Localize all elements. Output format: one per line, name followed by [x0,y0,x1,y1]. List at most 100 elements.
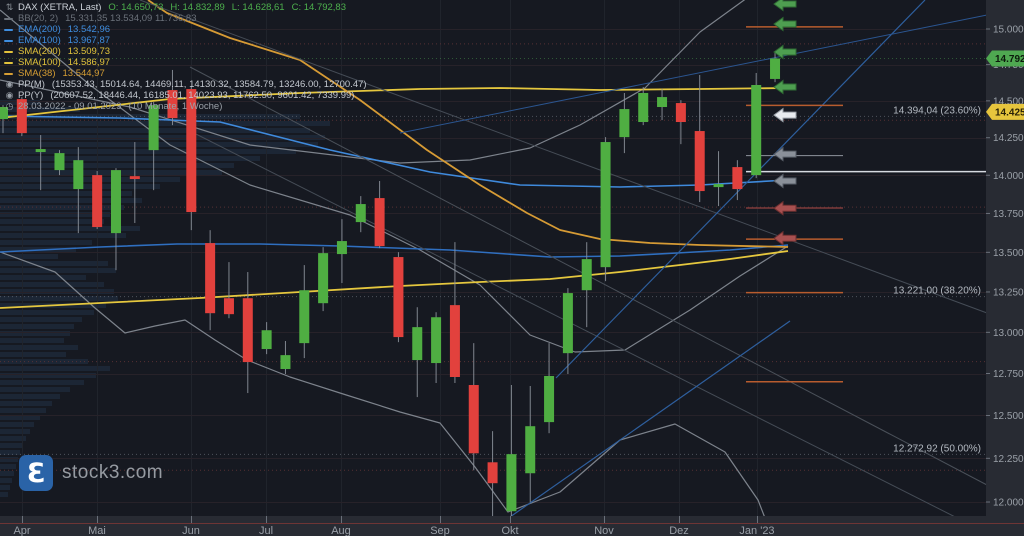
candle[interactable] [487,462,498,484]
price-alert-arrow[interactable] [773,200,797,216]
candle[interactable] [355,204,366,223]
legend-row-sma-38-[interactable]: SMA(38) 13.544,97 [4,68,374,79]
candle[interactable] [280,355,291,370]
candle[interactable] [186,89,197,213]
sma38-line[interactable] [147,0,789,248]
candle[interactable] [318,253,329,304]
candle[interactable] [713,184,724,188]
price-alert-arrow[interactable] [773,16,797,32]
volume-profile-bar [0,219,104,224]
ema200-line[interactable] [0,243,789,258]
candle[interactable] [468,385,479,454]
candle[interactable] [54,153,65,171]
candle[interactable] [393,257,404,338]
price-alert-arrow[interactable] [773,230,797,246]
candle[interactable] [770,58,781,79]
indicator-values: 13.509,73 [67,46,111,57]
indicator-values: 13.967,87 [67,35,111,46]
candle[interactable] [148,105,159,151]
price-alert-arrow[interactable] [773,44,797,60]
candle[interactable] [449,305,460,378]
candle[interactable] [336,241,347,255]
volume-profile-bar [0,478,12,483]
candle[interactable] [732,167,743,190]
candle[interactable] [525,426,536,474]
candle[interactable] [638,92,649,123]
legend-row-28-03-2022-09-01-2023[interactable]: ◷ 28.03.2022 - 09.01.2023 (10 Monate, 1 Wo… [4,101,374,112]
volume-profile-bar [0,198,142,203]
candle[interactable] [619,109,630,138]
candle[interactable] [205,243,216,314]
candle[interactable] [92,175,103,228]
time-axis-strip[interactable] [0,516,1024,536]
legend-row-bb-20-2-[interactable]: BB(20, 2) 15.331,35 13.534,09 11.736,83 [4,13,374,24]
indicator-values: (10 Monate, 1 Woche) [128,101,223,112]
volume-profile-bar [0,471,14,476]
candle[interactable] [73,160,84,190]
candle[interactable] [657,97,668,108]
candle[interactable] [223,298,234,315]
fib-level-label: 13.221,00 (38.20%) [893,286,981,297]
x-axis-month-label: Sep [430,525,450,536]
legend-row-sma-100-[interactable]: SMA(100) 14.586,97 [4,57,374,68]
candle[interactable] [0,107,8,120]
candle[interactable] [242,298,253,363]
price-axis-strip[interactable] [986,0,1024,536]
volume-profile-bar [0,352,66,357]
volume-profile-bar [0,261,108,266]
ohlc-value: H: 14.832,89 [170,2,225,13]
pivot-icon: ◉ [5,79,14,89]
candle[interactable] [261,330,272,350]
legend-row-pp-m-[interactable]: ◉ PP(M) (15353.43, 15014.64, 14469.11, 141… [4,79,374,90]
volume-profile-bar [0,121,330,126]
candle[interactable] [751,84,762,176]
candle[interactable] [110,170,121,234]
y-axis-tick-label: 13.500,00 [993,248,1024,259]
price-alert-arrow[interactable] [773,173,797,189]
candle[interactable] [581,259,592,291]
legend-row-sma-200-[interactable]: SMA(200) 13.509,73 [4,46,374,57]
legend-row-ema-200-[interactable]: EMA(200) 13.542,96 [4,24,374,35]
legend-symbol-row[interactable]: ⇅ DAX (XETRA, Last) O: 14.650,73 H: 14.832,… [4,2,374,13]
candle[interactable] [299,290,310,344]
last-price-badge-label: 14.792,83 [995,54,1024,65]
candle[interactable] [431,317,442,364]
sma200-line[interactable] [0,250,789,309]
sma100-line[interactable] [0,87,789,119]
price-alert-arrow[interactable] [773,79,797,95]
legend-row-ema-100-[interactable]: EMA(100) 13.967,87 [4,35,374,46]
blue-trendline-2[interactable] [499,320,791,525]
candle[interactable] [562,293,573,354]
legend-row-pp-y-[interactable]: ◉ PP(Y) (20607.52, 18446.44, 16185.01, 140… [4,90,374,101]
volume-profile-bar [0,436,26,441]
candle[interactable] [506,454,517,512]
bb-middle-line[interactable] [0,9,789,353]
indicator-values: 15.331,35 13.534,09 11.736,83 [65,13,197,24]
y-axis-tick-label: 13.750,00 [993,209,1024,220]
candle[interactable] [374,198,385,247]
candle[interactable] [675,103,686,123]
y-axis-tick-label: 13.250,00 [993,287,1024,298]
gray-trendline-3[interactable] [187,129,988,534]
candle[interactable] [694,131,705,192]
candle[interactable] [16,99,27,134]
price-alert-arrow[interactable] [773,107,797,123]
y-axis-tick-label: 12.000,00 [993,498,1024,509]
candle[interactable] [129,176,140,180]
volume-profile-bar [0,142,318,147]
price-alert-arrow[interactable] [773,0,797,12]
candle[interactable] [412,327,423,361]
candle[interactable] [600,142,611,268]
candle[interactable] [544,376,555,423]
candle[interactable] [35,149,46,153]
volume-profile-bar [0,450,20,455]
stock3-logo-icon[interactable]: 3 [19,455,53,491]
bb-lower-line[interactable] [0,251,773,536]
gray-trendline-1[interactable] [139,0,988,314]
candle[interactable] [167,90,178,119]
price-alert-arrow[interactable] [773,146,797,162]
blue-trendline-3[interactable] [399,14,988,134]
volume-profile-bar [0,163,234,168]
